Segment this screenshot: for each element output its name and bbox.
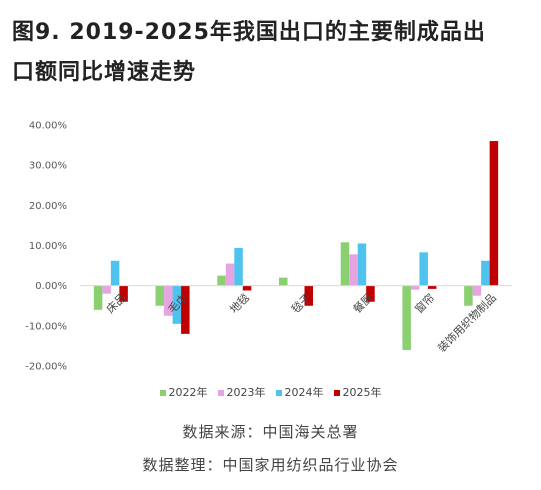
bar [234, 247, 243, 286]
legend-swatch [333, 390, 340, 396]
legend-label: 2024年 [284, 386, 324, 399]
chart-title-line-2: 口额同比增速走势 [12, 60, 197, 85]
source-note: 数据来源：中国海关总署 [182, 423, 359, 441]
y-tick-label: 10.00% [29, 241, 67, 252]
legend-swatch [275, 390, 282, 396]
bar [402, 285, 411, 350]
y-tick-label: -10.00% [25, 321, 67, 332]
bar [427, 285, 437, 289]
legend-item: 2022年 [159, 384, 208, 400]
bar [349, 254, 358, 286]
bar [304, 285, 313, 306]
compiler-note: 数据整理：中国家用纺织品行业协会 [142, 456, 399, 474]
y-tick-label: 20.00% [29, 201, 67, 212]
y-tick-label: 40.00% [29, 121, 67, 132]
bar [279, 277, 288, 286]
legend-item: 2024年 [275, 384, 324, 400]
legend-label: 2025年 [342, 386, 382, 399]
bar [119, 285, 128, 302]
bar [366, 285, 375, 302]
bar [93, 285, 103, 310]
bar [102, 285, 111, 294]
legend-label: 2023年 [226, 386, 266, 399]
chart-title-line-1: 图9. 2019-2025年我国出口的主要制成品出 [12, 20, 486, 45]
category-label: 窗帘 [412, 291, 437, 316]
y-tick-label: 0.00% [35, 281, 67, 292]
bar [419, 252, 428, 286]
legend-item: 2023年 [217, 384, 266, 400]
bar [357, 243, 367, 286]
legend-label: 2022年 [168, 386, 208, 399]
legend-swatch [159, 390, 166, 396]
bar-chart: 40.00% 30.00% 20.00% 10.00% 0.00% -10.00% -20.… [25, 121, 512, 373]
bar [110, 260, 120, 286]
bar [225, 263, 235, 286]
bars-group [93, 141, 499, 350]
legend-swatch [217, 390, 224, 396]
y-axis: 40.00% 30.00% 20.00% 10.00% 0.00% -10.00% -20.… [25, 121, 67, 373]
y-tick-label: 30.00% [29, 161, 67, 172]
legend: 2022年 2023年 2024年 2025年 [0, 384, 541, 400]
bar [172, 285, 182, 324]
bar [181, 285, 190, 334]
category-label: 地毯 [227, 291, 252, 316]
bar [164, 285, 173, 316]
bar [242, 285, 252, 291]
bar [464, 285, 473, 306]
bar [155, 285, 165, 306]
bar [489, 141, 499, 286]
bar [217, 275, 226, 286]
y-tick-label: -20.00% [25, 362, 67, 373]
bar [340, 242, 350, 286]
bar [410, 285, 420, 290]
legend-item: 2025年 [333, 384, 382, 400]
bar [481, 260, 490, 286]
bar [472, 285, 482, 296]
